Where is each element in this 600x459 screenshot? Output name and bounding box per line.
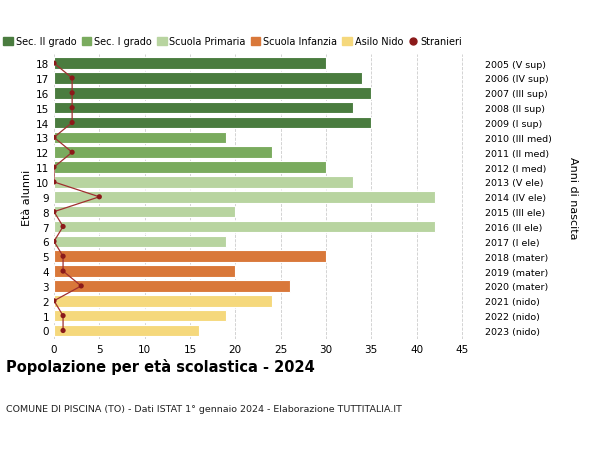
Text: COMUNE DI PISCINA (TO) - Dati ISTAT 1° gennaio 2024 - Elaborazione TUTTITALIA.IT: COMUNE DI PISCINA (TO) - Dati ISTAT 1° g… [6,404,402,413]
Bar [54,177,353,188]
Point [67,90,77,97]
Bar [54,118,371,129]
Point [58,312,68,319]
Bar [54,221,434,233]
Point [67,75,77,83]
Bar [54,325,199,336]
Bar [54,251,326,263]
Point [58,224,68,231]
Point [95,194,104,201]
Bar [54,280,290,292]
Bar [54,58,326,70]
Point [58,268,68,275]
Bar [54,73,362,84]
Point [49,208,59,216]
Legend: Sec. II grado, Sec. I grado, Scuola Primaria, Scuola Infanzia, Asilo Nido, Stran: Sec. II grado, Sec. I grado, Scuola Prim… [4,37,463,47]
Point [49,60,59,67]
Text: Popolazione per età scolastica - 2024: Popolazione per età scolastica - 2024 [6,358,315,374]
Y-axis label: Anni di nascita: Anni di nascita [568,156,578,239]
Point [58,327,68,335]
Bar [54,266,235,277]
Y-axis label: Età alunni: Età alunni [22,169,32,225]
Point [76,283,86,290]
Point [67,149,77,157]
Bar [54,147,272,159]
Point [49,164,59,171]
Point [67,105,77,112]
Bar [54,207,235,218]
Point [67,120,77,127]
Point [49,297,59,305]
Bar [54,310,226,322]
Point [49,179,59,186]
Bar [54,236,226,247]
Bar [54,88,371,100]
Bar [54,191,434,203]
Point [49,134,59,142]
Bar [54,295,272,307]
Bar [54,103,353,114]
Bar [54,132,226,144]
Bar [54,162,326,174]
Point [49,238,59,246]
Point [58,253,68,260]
